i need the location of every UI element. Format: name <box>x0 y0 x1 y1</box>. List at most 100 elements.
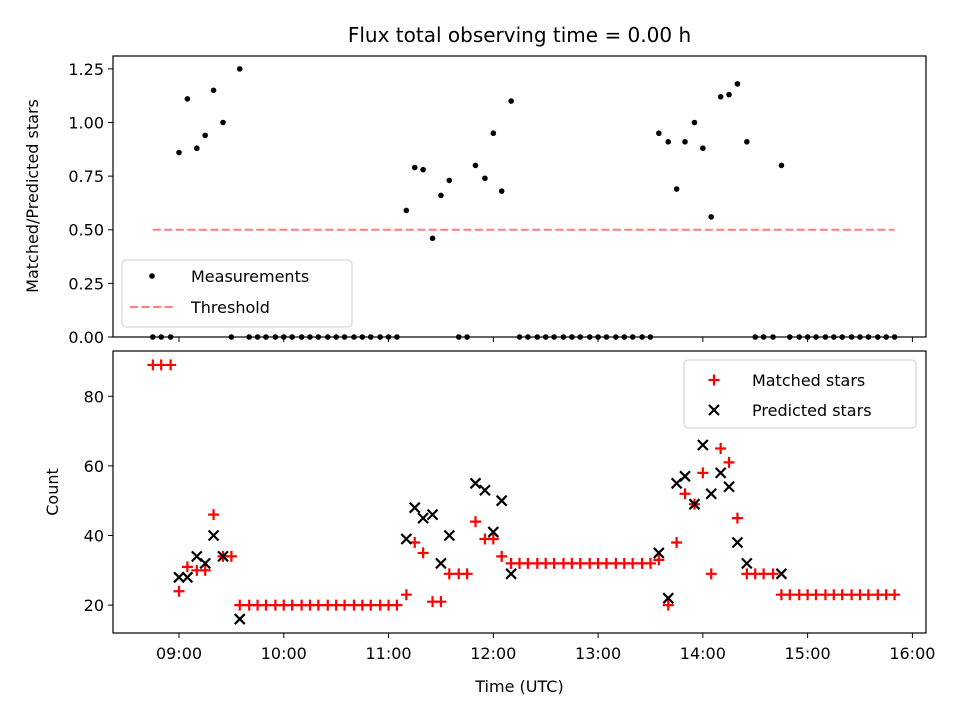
measurement-point <box>324 334 331 340</box>
matched-star-point <box>715 442 727 454</box>
top-y-axis-label: Matched/Predicted stars <box>23 99 42 293</box>
predicted-star-point <box>417 512 429 524</box>
legend-threshold-label: Threshold <box>190 298 270 317</box>
predicted-star-point <box>408 501 421 514</box>
measurement-point <box>839 334 845 340</box>
measurement-point <box>438 192 444 199</box>
predicted-star-point <box>731 536 744 549</box>
measurement-point <box>857 334 863 340</box>
matched-star-point <box>199 564 211 576</box>
bottom-y-tick-label: 80 <box>84 387 104 406</box>
measurement-point <box>315 334 322 340</box>
measurement-point <box>760 334 767 340</box>
measurement-point <box>498 188 505 194</box>
x-tick-label: 14:00 <box>680 644 726 663</box>
matched-star-point <box>767 568 779 580</box>
top-y-tick-label: 0.50 <box>68 221 104 240</box>
measurement-point <box>420 166 426 173</box>
measurement-point <box>158 334 164 340</box>
matched-star-point <box>435 596 447 608</box>
bottom-y-tick-label: 40 <box>84 527 104 546</box>
predicted-star-point <box>233 613 246 625</box>
predicted-star-point <box>181 571 194 584</box>
measurement-point <box>394 334 400 340</box>
matched-star-point <box>461 568 473 580</box>
predicted-star-point <box>469 477 482 490</box>
matched-star-point <box>443 568 455 580</box>
matched-star-point <box>469 516 481 528</box>
legend-box <box>683 359 917 429</box>
x-tick-label: 15:00 <box>785 644 831 663</box>
measurement-point <box>351 334 357 340</box>
x-axis-label: Time (UTC) <box>474 677 563 696</box>
predicted-star-point <box>723 481 735 493</box>
predicted-star-point <box>217 550 229 563</box>
matched-star-point <box>391 599 403 611</box>
measurement-point <box>280 334 287 340</box>
measurement-point <box>717 93 724 100</box>
matched-star-point <box>671 536 683 548</box>
measurement-point <box>263 334 269 340</box>
measurement-point <box>656 130 662 137</box>
measurement-point <box>875 334 881 340</box>
matched-star-point <box>155 359 167 371</box>
measurement-point <box>516 334 523 340</box>
measurement-point <box>377 334 383 340</box>
measurement-point <box>822 334 829 340</box>
matched-star-point <box>862 589 874 601</box>
chart-title: Flux total observing time = 0.00 h <box>348 23 691 47</box>
measurement-point <box>691 119 698 126</box>
matched-star-point <box>181 561 193 573</box>
matched-star-point <box>836 589 848 601</box>
bottom-y-tick-label: 60 <box>84 457 104 476</box>
measurement-point <box>176 149 182 156</box>
measurement-point <box>647 334 654 340</box>
top-y-tick-label: 1.00 <box>68 113 104 132</box>
measurement-point <box>595 334 601 340</box>
measurement-point <box>254 334 261 340</box>
measurement-point <box>629 334 636 340</box>
measurement-point <box>167 334 174 340</box>
top-panel: 0.00 0.25 0.50 0.75 1.00 1.25 Measurements Thre… <box>68 55 927 347</box>
measurement-point <box>446 177 453 184</box>
top-y-tick-label: 0.25 <box>68 274 104 293</box>
matched-star-point <box>417 547 429 559</box>
bottom-panel: 20 40 60 80 09:00 10:00 11:00 12:00 13:00 14:00 15… <box>84 350 935 663</box>
measurement-point <box>508 98 514 104</box>
predicted-star-point <box>435 557 447 570</box>
measurement-point <box>848 334 855 340</box>
measurement-point <box>804 334 811 340</box>
measurement-point <box>700 145 706 152</box>
measurement-point <box>272 334 279 340</box>
matched-star-point <box>627 557 639 569</box>
measurement-point <box>787 334 793 340</box>
matched-star-point <box>697 467 709 479</box>
matched-star-point <box>705 568 717 580</box>
legend-measurements-label: Measurements <box>191 267 309 286</box>
bottom-axes-frame <box>112 350 927 634</box>
predicted-star-point <box>705 487 718 500</box>
bottom-y-tick-label: 20 <box>84 596 104 615</box>
matched-star-point <box>234 599 246 611</box>
x-tick-label: 09:00 <box>156 644 202 663</box>
matched-star-point <box>679 488 691 500</box>
measurement-point <box>246 334 252 340</box>
matched-star-point <box>758 568 770 580</box>
measurement-point <box>603 334 610 340</box>
matched-star-point <box>400 589 412 601</box>
measurement-point <box>429 235 436 242</box>
predicted-star-point <box>679 470 691 483</box>
measurement-point <box>341 334 348 340</box>
matched-star-point <box>731 512 743 524</box>
measurement-point <box>184 96 191 102</box>
measurement-point <box>367 334 374 340</box>
x-tick-label: 10:00 <box>261 644 307 663</box>
predicted-star-point <box>688 498 701 510</box>
predicted-star-point <box>697 439 709 451</box>
matched-star-point <box>208 509 220 521</box>
matched-star-point <box>339 599 351 611</box>
predicted-star-point <box>662 592 675 604</box>
bottom-y-axis-label: Count <box>43 468 62 516</box>
measurement-point <box>586 334 593 340</box>
top-y-tick-label: 0.75 <box>68 167 104 186</box>
